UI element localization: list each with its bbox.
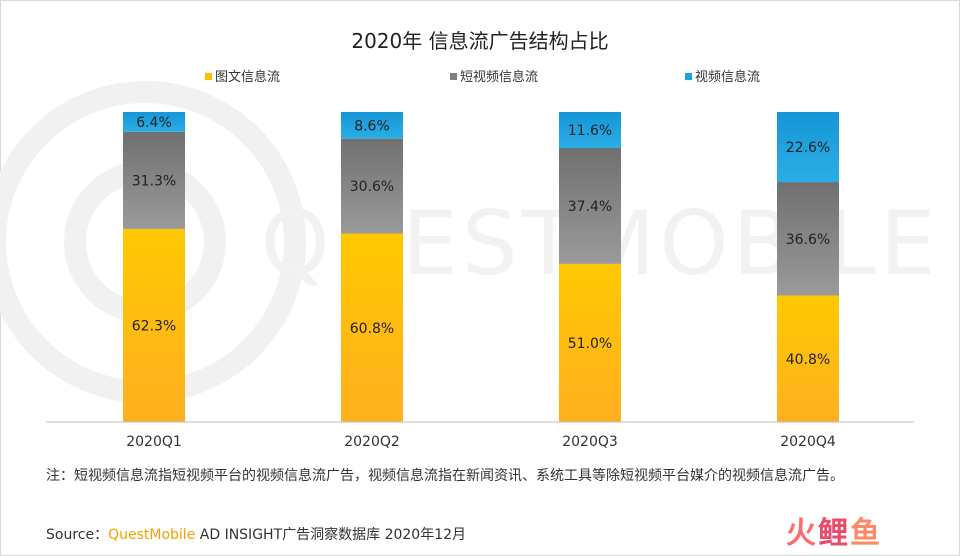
data-label: 51.0% xyxy=(568,336,612,352)
bar-segment xyxy=(341,233,403,422)
source-brand: QuestMobile xyxy=(108,527,196,543)
bar-group: 51.0% 37.4% 11.6% xyxy=(559,112,621,422)
bar-segment xyxy=(341,112,403,139)
data-label: 22.6% xyxy=(786,140,830,156)
x-tick-labels: 2020Q1 2020Q2 2020Q3 2020Q4 xyxy=(126,434,836,450)
x-tick-label: 2020Q4 xyxy=(780,434,836,450)
bars: 62.3% 31.3% 6.4% 60.8% 30.6% 8.6% 51.0% 37.4% 11… xyxy=(123,112,839,422)
bar-segment xyxy=(777,295,839,422)
legend-swatch xyxy=(450,73,457,80)
bar-segment xyxy=(123,131,185,229)
chart-title: 2020年 信息流广告结构占比 xyxy=(351,29,608,53)
chart-legend: 图文信息流 短视频信息流 视频信息流 xyxy=(205,69,760,85)
source-rest: AD INSIGHT广告洞察数据库 2020年12月 xyxy=(195,527,467,543)
legend-item: 图文信息流 xyxy=(205,69,280,85)
legend-item: 短视频信息流 xyxy=(450,69,538,85)
source-line: Source：QuestMobile AD INSIGHT广告洞察数据库 202… xyxy=(46,524,466,544)
bar-segment xyxy=(777,182,839,296)
bar-segment xyxy=(123,112,185,132)
x-tick-label: 2020Q1 xyxy=(126,434,182,450)
data-label: 62.3% xyxy=(132,318,176,334)
bar-group: 40.8% 36.6% 22.6% xyxy=(777,112,839,422)
bar-segment xyxy=(341,138,403,234)
data-label: 6.4% xyxy=(136,115,172,131)
logo: 火鲤鱼 xyxy=(786,508,882,552)
legend-swatch xyxy=(685,73,692,80)
logo-char-2: 鲤 xyxy=(818,516,850,551)
data-label: 31.3% xyxy=(132,173,176,189)
bar-segment xyxy=(559,263,621,422)
logo-char-1: 火 xyxy=(786,516,818,551)
x-tick-label: 2020Q3 xyxy=(562,434,618,450)
bar-group: 60.8% 30.6% 8.6% xyxy=(341,112,403,422)
data-label: 36.6% xyxy=(786,232,830,248)
bar-segment xyxy=(777,112,839,183)
data-label: 40.8% xyxy=(786,352,830,368)
bar-group: 62.3% 31.3% 6.4% xyxy=(123,112,185,422)
logo-char-3: 鱼 xyxy=(850,516,882,551)
data-label: 30.6% xyxy=(350,179,394,195)
x-tick-label: 2020Q2 xyxy=(344,434,400,450)
legend-swatch xyxy=(205,73,212,80)
bar-segment xyxy=(559,147,621,264)
legend-label: 图文信息流 xyxy=(215,69,280,85)
data-label: 60.8% xyxy=(350,321,394,337)
data-label: 11.6% xyxy=(568,123,612,139)
footnote: 注：短视频信息流指短视频平台的视频信息流广告，视频信息流指在新闻资讯、系统工具等… xyxy=(46,468,844,484)
bar-segment xyxy=(123,228,185,422)
legend-label: 短视频信息流 xyxy=(460,69,538,85)
bar-segment xyxy=(559,112,621,148)
source-prefix: Source： xyxy=(46,527,109,543)
data-label: 8.6% xyxy=(354,118,390,134)
legend-label: 视频信息流 xyxy=(695,69,760,85)
legend-item: 视频信息流 xyxy=(685,69,760,85)
data-label: 37.4% xyxy=(568,199,612,215)
